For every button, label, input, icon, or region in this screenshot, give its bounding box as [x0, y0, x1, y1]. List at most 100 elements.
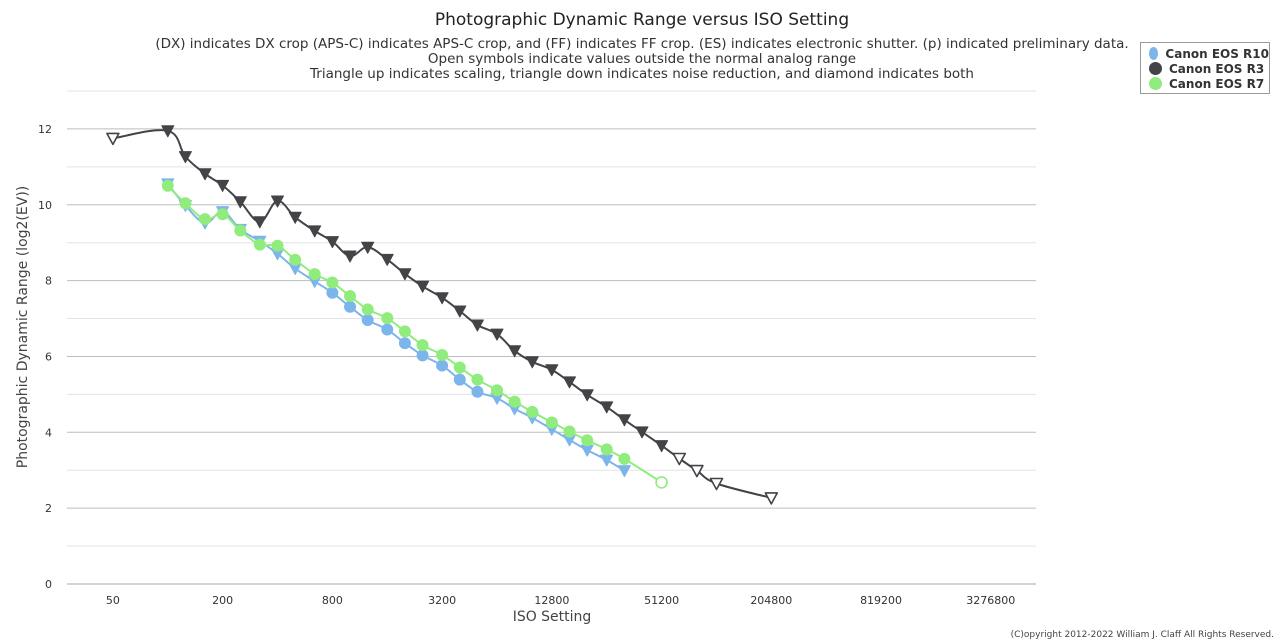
data-point[interactable] — [635, 426, 649, 439]
data-point[interactable] — [655, 476, 668, 489]
chart-subtitle-line-3: Triangle up indicates scaling, triangle … — [309, 66, 974, 82]
x-tick-label: 819200 — [860, 594, 902, 607]
data-point[interactable] — [690, 464, 704, 478]
data-point[interactable] — [436, 348, 449, 361]
data-point[interactable] — [508, 395, 521, 408]
data-point[interactable] — [343, 250, 357, 263]
data-point[interactable] — [216, 179, 230, 192]
x-tick-label: 3200 — [428, 594, 456, 607]
data-point[interactable] — [233, 196, 247, 209]
data-point[interactable] — [326, 286, 339, 299]
y-tick-label: 4 — [45, 426, 52, 439]
data-point[interactable] — [617, 465, 631, 478]
data-point[interactable] — [234, 224, 247, 237]
y-tick-label: 2 — [45, 502, 52, 515]
data-point[interactable] — [398, 268, 412, 281]
y-tick-label: 0 — [45, 578, 52, 591]
x-tick-label: 200 — [212, 594, 233, 607]
data-point[interactable] — [436, 359, 449, 372]
data-point[interactable] — [198, 213, 211, 226]
x-tick-label: 50 — [106, 594, 120, 607]
data-point[interactable] — [381, 323, 394, 336]
data-point[interactable] — [545, 416, 558, 429]
data-point[interactable] — [618, 452, 631, 465]
data-point[interactable] — [289, 253, 302, 266]
data-point[interactable] — [361, 314, 374, 327]
data-point[interactable] — [308, 268, 321, 281]
x-tick-label: 12800 — [534, 594, 569, 607]
y-axis-ticks: 0 2 4 6 8 10 12 — [38, 123, 52, 591]
x-tick-label: 51200 — [644, 594, 679, 607]
data-point[interactable] — [161, 179, 174, 192]
data-point[interactable] — [471, 373, 484, 386]
data-point[interactable] — [344, 290, 357, 303]
data-point[interactable] — [764, 492, 779, 505]
data-point[interactable] — [288, 211, 302, 224]
data-point[interactable] — [381, 312, 394, 325]
data-point[interactable] — [271, 239, 284, 252]
data-point[interactable] — [617, 414, 631, 427]
data-point[interactable] — [416, 349, 429, 362]
data-point[interactable] — [435, 292, 449, 305]
data-point[interactable] — [325, 236, 339, 249]
data-point[interactable] — [416, 280, 430, 293]
data-point[interactable] — [308, 225, 322, 238]
chart-title: Photographic Dynamic Range versus ISO Se… — [435, 10, 849, 30]
data-point[interactable] — [709, 477, 724, 491]
grid — [67, 90, 1036, 547]
data-point[interactable] — [178, 151, 192, 164]
data-point[interactable] — [453, 361, 466, 374]
data-point[interactable] — [580, 389, 594, 402]
legend-label: Canon EOS R10 — [1165, 46, 1269, 61]
data-point[interactable] — [471, 385, 484, 398]
data-point[interactable] — [655, 440, 669, 453]
data-point[interactable] — [490, 384, 503, 397]
data-point[interactable] — [470, 319, 484, 332]
data-point[interactable] — [600, 443, 613, 456]
data-point[interactable] — [398, 337, 411, 350]
data-point[interactable] — [253, 216, 267, 229]
x-tick-label: 3276800 — [966, 594, 1015, 607]
data-point[interactable] — [600, 401, 614, 414]
legend-label: Canon EOS R3 — [1169, 61, 1265, 76]
data-point[interactable] — [361, 303, 374, 316]
legend-item-canon-eos-r10[interactable]: Canon EOS R10 — [1149, 46, 1269, 61]
data-point[interactable] — [581, 434, 594, 447]
data-point[interactable] — [526, 405, 539, 418]
legend-swatch-canon-eos-r3 — [1149, 62, 1162, 75]
data-point[interactable] — [416, 339, 429, 352]
data-point[interactable] — [490, 328, 504, 341]
y-tick-label: 8 — [45, 275, 52, 288]
data-point[interactable] — [326, 276, 339, 289]
data-point[interactable] — [253, 238, 266, 251]
data-point[interactable] — [344, 300, 357, 313]
legend-swatch-canon-eos-r10 — [1149, 47, 1159, 60]
series-canon-eos-r3 — [106, 125, 779, 505]
data-point[interactable] — [380, 253, 394, 266]
data-point[interactable] — [563, 376, 576, 389]
data-point[interactable] — [216, 208, 229, 221]
copyright-text: (C)opyright 2012-2022 William J. Claff A… — [1011, 630, 1274, 640]
legend-label: Canon EOS R7 — [1169, 76, 1265, 91]
data-point[interactable] — [672, 452, 687, 466]
data-point[interactable] — [179, 197, 192, 210]
x-tick-label: 204800 — [750, 594, 792, 607]
data-point[interactable] — [398, 325, 411, 338]
data-point[interactable] — [106, 132, 120, 146]
data-point[interactable] — [453, 373, 466, 386]
data-point[interactable] — [545, 364, 559, 377]
data-point[interactable] — [271, 195, 284, 208]
y-tick-label: 10 — [38, 199, 52, 212]
data-point[interactable] — [508, 345, 522, 358]
legend-item-canon-eos-r3[interactable]: Canon EOS R3 — [1149, 61, 1269, 76]
data-point[interactable] — [453, 305, 467, 318]
data-point[interactable] — [361, 241, 375, 254]
data-point[interactable] — [161, 125, 175, 138]
legend-item-canon-eos-r7[interactable]: Canon EOS R7 — [1149, 76, 1269, 91]
data-point[interactable] — [563, 425, 576, 438]
data-point[interactable] — [198, 168, 212, 181]
data-point[interactable] — [525, 356, 539, 369]
chart-legend: Canon EOS R10 Canon EOS R3 Canon EOS R7 — [1140, 42, 1270, 94]
x-axis-title: ISO Setting — [513, 609, 592, 625]
